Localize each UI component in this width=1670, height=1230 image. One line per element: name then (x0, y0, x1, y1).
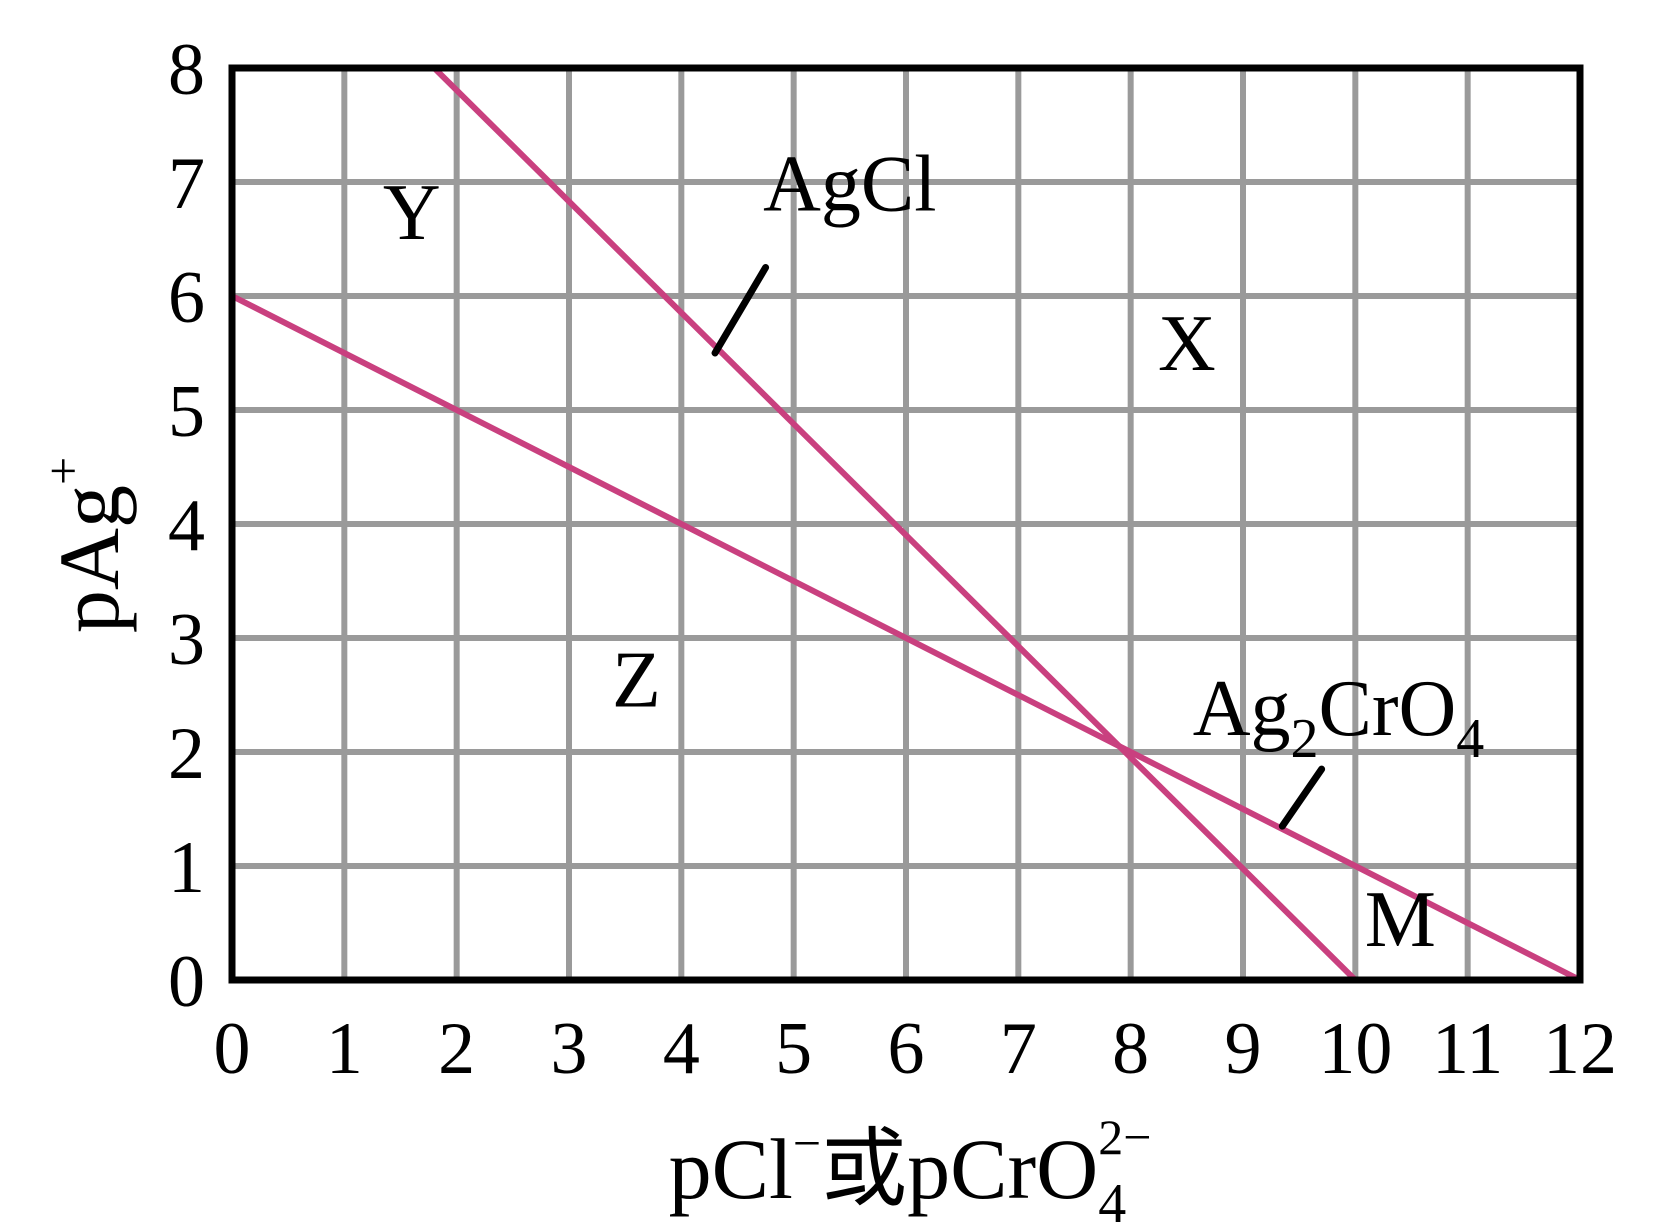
x-tick-label: 10 (1318, 1008, 1392, 1090)
x-tick-label: 11 (1432, 1008, 1503, 1090)
y-tick-labels: 0 1 2 3 4 5 6 7 8 (168, 29, 205, 1023)
x-tick-label: 8 (1112, 1008, 1149, 1090)
y-tick-label: 2 (168, 713, 205, 795)
plot-border (228, 64, 1584, 984)
y-tick-label: 4 (168, 485, 205, 567)
x-tick-label: 5 (775, 1008, 812, 1090)
y-axis-title: pAg+ (35, 457, 137, 633)
x-tick-label: 1 (326, 1008, 363, 1090)
region-label-z: Z (612, 636, 661, 724)
x-tick-label: 6 (888, 1008, 925, 1090)
y-tick-label: 6 (168, 257, 205, 339)
leader-line-1 (1278, 765, 1326, 830)
region-label-y: Y (383, 169, 441, 257)
series-label-ag2cro4: Ag2CrO4 (1193, 665, 1485, 770)
x-tick-label: 3 (551, 1008, 588, 1090)
x-tick-label: 0 (214, 1008, 251, 1090)
x-tick-label: 12 (1543, 1008, 1617, 1090)
y-tick-label: 7 (168, 143, 205, 225)
x-tick-labels: 0 1 2 3 4 5 6 7 8 9 10 11 12 (214, 1008, 1618, 1090)
x-tick-label: 4 (663, 1008, 700, 1090)
x-tick-label: 2 (438, 1008, 475, 1090)
x-tick-label: 7 (1000, 1008, 1037, 1090)
region-label-x: X (1158, 300, 1216, 388)
y-tick-label: 8 (168, 29, 205, 111)
y-tick-label: 3 (168, 599, 205, 681)
region-label-m: M (1365, 876, 1436, 964)
series-lines (230, 65, 1582, 983)
x-axis-title: pCl−或pCrO42− (669, 1109, 1152, 1230)
x-tick-label: 9 (1225, 1008, 1262, 1090)
y-tick-label: 0 (168, 941, 205, 1023)
region-labels: Y X Z M (383, 169, 1436, 964)
series-line-0 (432, 65, 1358, 983)
series-line-1 (230, 293, 1582, 983)
series-label-agcl: AgCl (763, 141, 936, 229)
leader-line-0 (711, 264, 770, 357)
y-tick-label: 5 (168, 371, 205, 453)
y-tick-label: 1 (168, 827, 205, 909)
leader-lines (711, 264, 1326, 830)
